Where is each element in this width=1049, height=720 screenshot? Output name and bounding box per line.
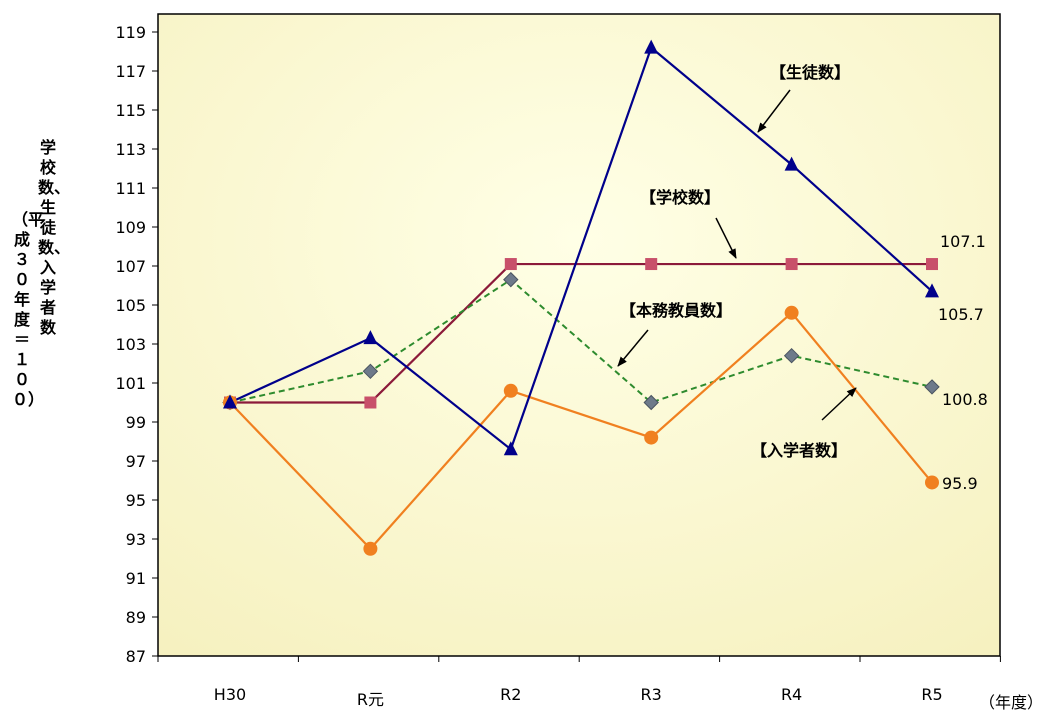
- series-callout-label: 【入学者数】: [751, 441, 847, 460]
- data-point: [503, 441, 518, 456]
- y-tick-label: 111: [115, 179, 146, 198]
- x-tick-label: H30: [214, 685, 246, 704]
- data-point: [363, 541, 378, 556]
- data-point: [785, 258, 798, 271]
- data-point: [364, 396, 377, 409]
- y-tick-label: 109: [115, 218, 146, 237]
- y-tick-label: 107: [115, 257, 146, 276]
- data-point: [783, 347, 800, 364]
- y-tick-label: 91: [126, 569, 146, 588]
- data-point: [503, 383, 518, 398]
- y-tick-label: 95: [126, 491, 146, 510]
- y-tick-label: 93: [126, 530, 146, 549]
- data-point: [362, 363, 379, 380]
- y-tick-label: 113: [115, 140, 146, 159]
- series-callout-label: 【本務教員数】: [620, 301, 732, 320]
- end-value-label: 95.9: [942, 474, 978, 493]
- data-point: [645, 258, 658, 271]
- callout-arrow: [821, 387, 857, 421]
- data-point: [926, 258, 938, 271]
- y-tick-label: 87: [126, 647, 146, 666]
- x-tick-label: R4: [781, 685, 802, 704]
- end-value-label: 100.8: [942, 390, 988, 409]
- callout-arrow: [715, 217, 737, 259]
- data-point: [924, 379, 940, 395]
- x-tick-label: R元: [357, 690, 384, 709]
- plot-area: [157, 13, 1001, 657]
- y-tick-label: 117: [115, 62, 146, 81]
- y-tick-label: 89: [126, 608, 146, 627]
- callout-arrow: [757, 89, 791, 133]
- data-point: [503, 271, 519, 288]
- y-tick-label: 101: [115, 374, 146, 393]
- data-point: [784, 156, 799, 171]
- callout-arrow: [617, 329, 649, 367]
- series-line: [229, 45, 933, 452]
- y-tick-label: 119: [115, 23, 146, 42]
- x-tick-label: R2: [500, 685, 521, 704]
- end-value-label: 105.7: [938, 305, 984, 324]
- data-point: [644, 430, 659, 445]
- end-value-label: 107.1: [940, 232, 986, 251]
- series-line: [230, 262, 932, 404]
- data-point: [223, 394, 237, 409]
- x-tick-label: R3: [641, 685, 662, 704]
- y-axis-label-main: 学校数、生徒数、入学者数: [38, 138, 71, 337]
- x-tick-label: R5: [921, 685, 942, 704]
- series-line: [229, 311, 933, 551]
- data-point: [925, 475, 939, 490]
- data-point: [643, 394, 659, 411]
- series-line: [229, 278, 933, 404]
- y-tick-label: 105: [115, 296, 146, 315]
- data-point: [925, 283, 939, 298]
- data-point: [644, 39, 659, 54]
- y-tick-label: 99: [126, 413, 146, 432]
- y-tick-label: 103: [115, 335, 146, 354]
- data-point: [363, 330, 378, 345]
- y-tick-label: 115: [115, 101, 146, 120]
- data-point: [504, 258, 517, 271]
- data-point: [784, 305, 799, 320]
- series-callout-label: 【学校数】: [640, 188, 720, 207]
- y-tick-label: 97: [126, 452, 146, 471]
- x-axis-label: （年度）: [979, 693, 1043, 712]
- series-callout-label: 【生徒数】: [770, 63, 850, 82]
